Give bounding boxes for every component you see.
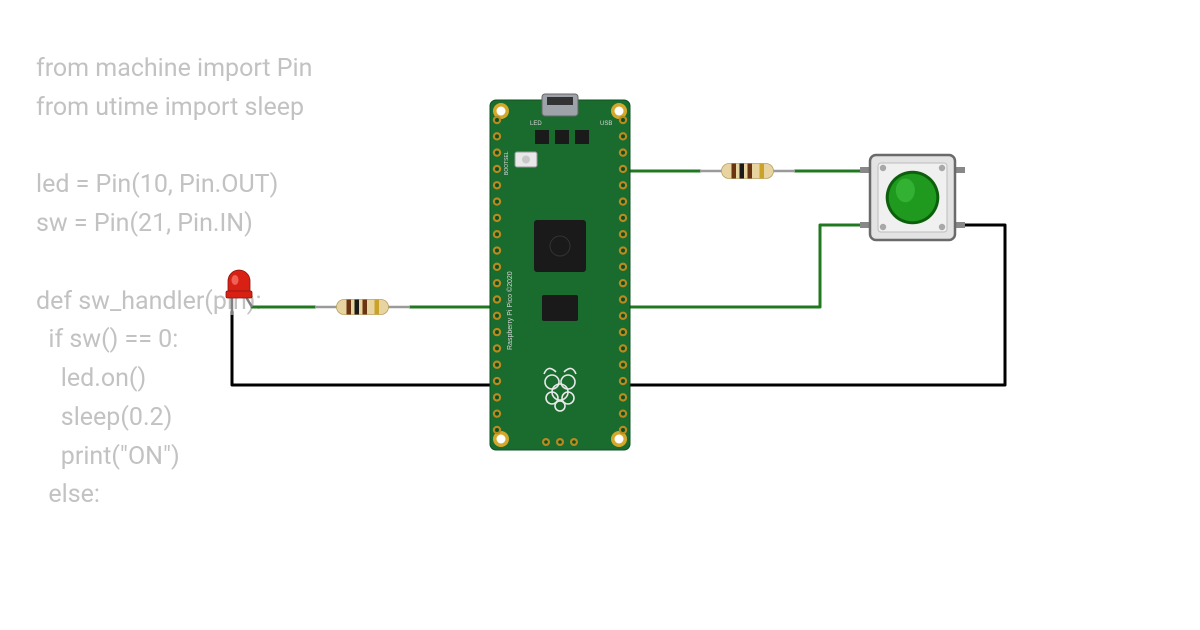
circuit-diagram: Raspberry Pi Pico ©2020 LED USB BOOTSEL bbox=[0, 0, 1200, 630]
pico-board: Raspberry Pi Pico ©2020 LED USB BOOTSEL bbox=[490, 94, 630, 450]
led-component bbox=[226, 270, 252, 315]
svg-text:BOOTSEL: BOOTSEL bbox=[504, 151, 510, 175]
resistor-right bbox=[700, 164, 795, 179]
svg-text:LED: LED bbox=[530, 121, 542, 127]
svg-text:USB: USB bbox=[600, 121, 612, 127]
svg-text:Raspberry Pi Pico ©2020: Raspberry Pi Pico ©2020 bbox=[506, 271, 514, 350]
push-button bbox=[860, 155, 965, 240]
resistor-left bbox=[315, 300, 410, 315]
